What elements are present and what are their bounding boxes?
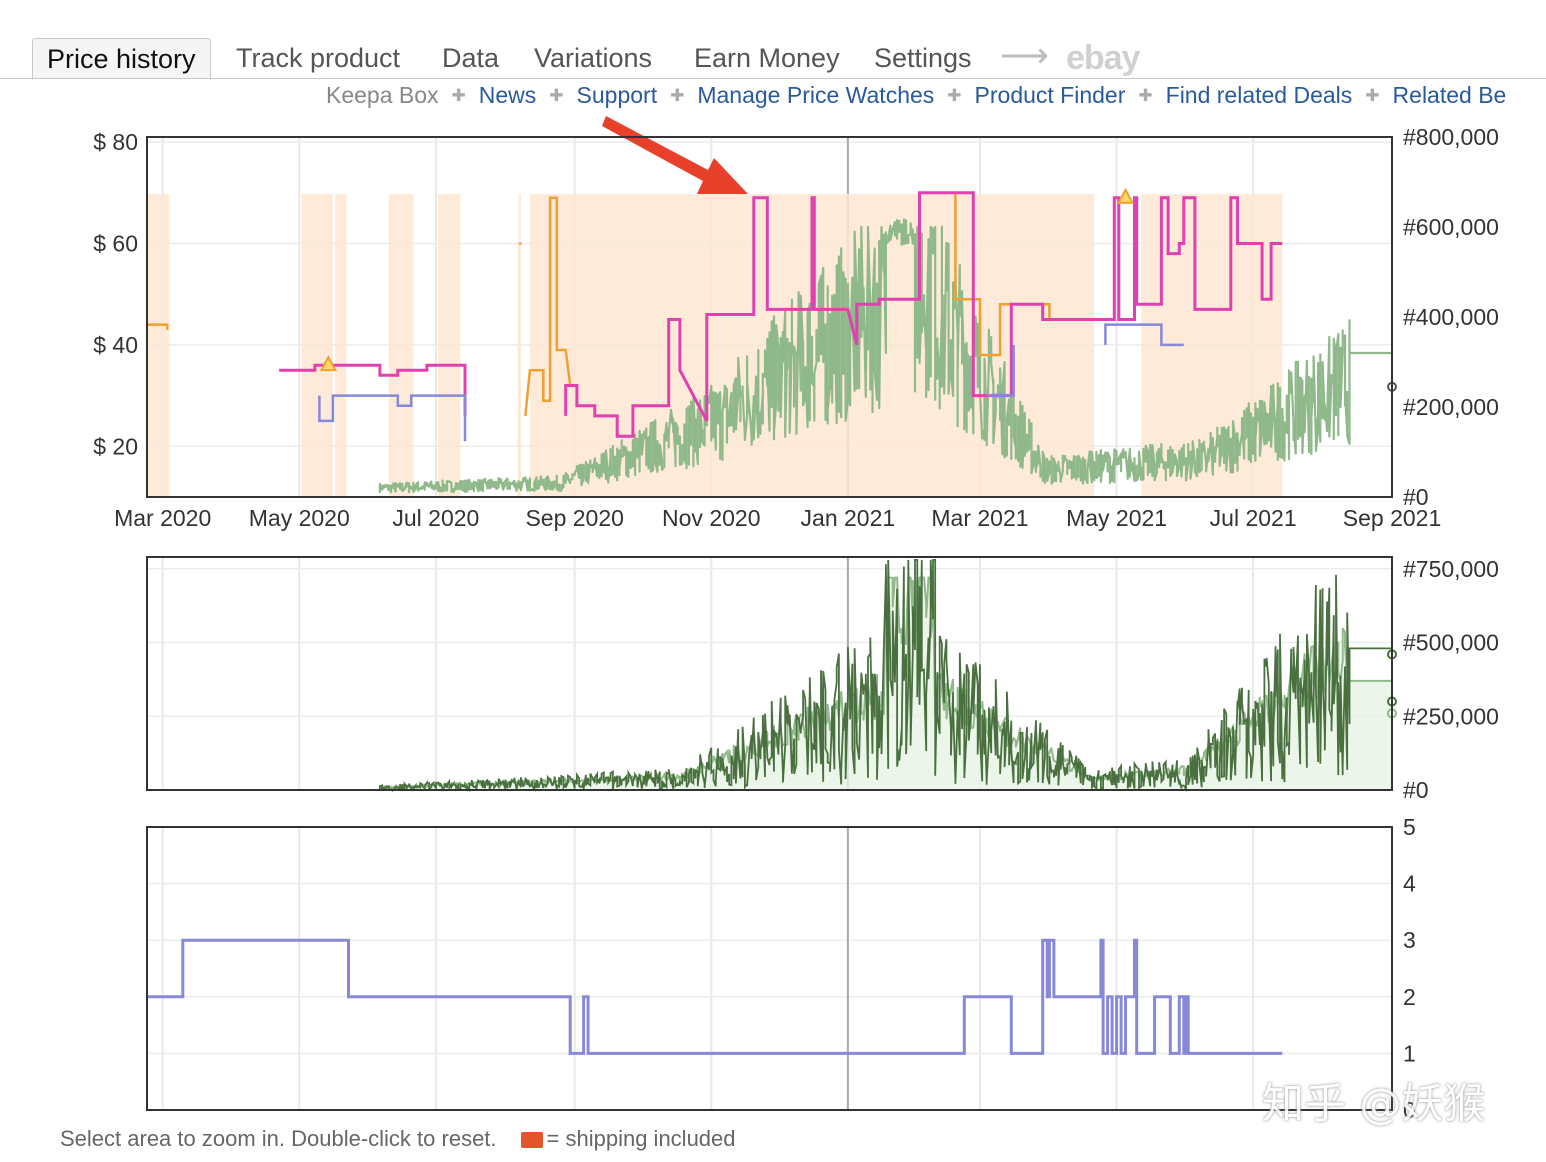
link-news[interactable]: News [478,82,537,108]
out-of-stock-area [301,194,333,497]
x-tick-label: Jan 2021 [801,505,896,531]
panel-frame [146,556,1393,791]
shipping-note: = shipping included [546,1126,736,1151]
tab-variations[interactable]: Variations [534,43,653,73]
x-tick-label: May 2021 [1066,505,1167,531]
y-tick-label-right: #500,000 [1403,630,1499,656]
tab-earn-money[interactable]: Earn Money [694,43,840,73]
rank-line-dark [379,559,1392,793]
x-tick-label: Mar 2020 [114,505,211,531]
y-tick-label-left: $ 20 [93,433,138,459]
tab-track-product[interactable]: Track product [236,43,401,73]
link-product-finder[interactable]: Product Finder [974,82,1126,108]
link-related[interactable]: Related Be [1392,82,1507,108]
ebay-logo[interactable]: ebay [1066,39,1140,77]
amazon-price-line [524,196,572,417]
rank-area-fill [379,577,1392,790]
x-tick-label: Sep 2021 [1343,505,1441,531]
link-manage-price-watches[interactable]: Manage Price Watches [697,82,935,108]
y-tick-label-right: #400,000 [1403,304,1499,330]
sales-rank-line [378,218,1392,494]
y-tick-label-right: #600,000 [1403,214,1499,240]
tab-settings[interactable]: Settings [874,43,972,73]
x-tick-label: Sep 2020 [525,505,623,531]
panel-frame [146,826,1393,1111]
out-of-stock-area [517,243,520,497]
new-price-line [279,363,467,416]
y-tick-label-right: #800,000 [1403,124,1499,150]
watermark: 知乎 @妖猴 [1262,1079,1486,1128]
amazon-price-line [919,191,1095,357]
y-tick-label-right: 0 [1403,1097,1416,1123]
y-tick-label-right: #200,000 [1403,394,1499,420]
tab-price-history[interactable]: Price history [32,38,211,80]
red-arrow-icon [602,116,748,194]
y-tick-label-right: 2 [1403,984,1416,1010]
keepa-box-label: Keepa Box [326,82,439,108]
tab-data[interactable]: Data [442,43,500,73]
y-tick-label-right: #0 [1403,777,1429,803]
out-of-stock-area [147,194,170,497]
out-of-stock-area [388,194,414,497]
out-of-stock-area [518,194,521,497]
y-tick-label-right: #750,000 [1403,556,1499,582]
y-tick-label-right: #0 [1403,484,1429,510]
y-tick-label-left: $ 80 [93,129,138,155]
used-price-line [318,394,467,442]
y-tick-label-left: $ 40 [93,332,138,358]
separator-icon: ✚ [1365,86,1380,105]
x-tick-label: Jul 2021 [1210,505,1297,531]
out-of-stock-area [335,194,347,497]
arrow-right-icon: ⟶ [1000,37,1049,75]
separator-icon: ✚ [549,86,564,105]
warning-triangle-icon [1116,187,1135,204]
offer-count-line [147,938,1283,1055]
truck-icon [520,1132,543,1148]
separator-icon: ✚ [1138,86,1153,105]
link-support[interactable]: Support [576,82,658,108]
tab-underline [0,78,1546,79]
x-tick-label: Jul 2020 [392,505,479,531]
x-tick-label: Nov 2020 [662,505,760,531]
y-tick-label-right: #250,000 [1403,703,1499,729]
new-price-line [564,191,1283,438]
out-of-stock-area [438,194,461,497]
y-tick-label-left: $ 60 [93,230,138,256]
sublinks-bar: Keepa Box ✚ News ✚ Support ✚ Manage Price Watc… [326,82,1506,112]
y-tick-label-right: 1 [1403,1040,1416,1066]
x-tick-label: May 2020 [249,505,350,531]
panel-frame [146,136,1393,498]
y-tick-label-right: 4 [1403,871,1416,897]
separator-icon: ✚ [451,86,466,105]
amazon-price-line [147,323,169,330]
x-tick-label: Mar 2021 [931,505,1028,531]
y-tick-label-right: 3 [1403,927,1416,953]
tab-bar: Price history Track product Data Variati… [0,38,1546,80]
warning-triangle-icon [319,355,338,372]
y-tick-label-right: 5 [1403,814,1416,840]
separator-icon: ✚ [670,86,685,105]
used-price-line [1104,323,1184,347]
chart-footer: Select area to zoom in. Double-click to … [60,1126,736,1152]
used-price-line [986,344,1015,397]
link-find-related-deals[interactable]: Find related Deals [1165,82,1353,108]
separator-icon: ✚ [947,86,962,105]
zoom-hint: Select area to zoom in. Double-click to … [60,1126,497,1151]
